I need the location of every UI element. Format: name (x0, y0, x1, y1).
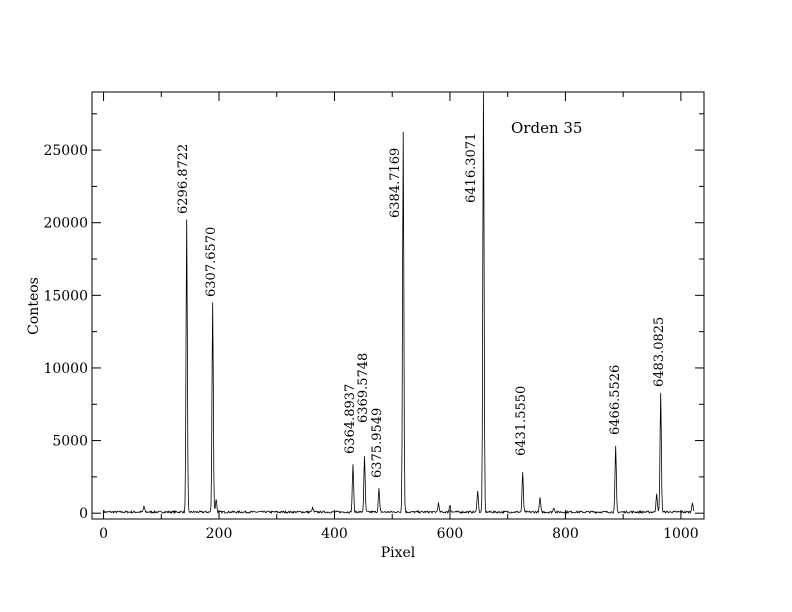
peak-label: 6364.8937 (343, 384, 358, 454)
peak-labels: 6296.8722 6307.6570 6364.89376369.57486375… (176, 133, 667, 478)
x-tick-label: 1000 (663, 526, 699, 542)
peak-label: 6466.5526 (608, 365, 623, 435)
peak-label: 6307.6570 (204, 227, 219, 297)
x-tick-label: 800 (552, 526, 579, 542)
y-tick-label: 0 (79, 506, 88, 522)
peak-label: 6483.0825 (652, 317, 667, 387)
y-tick-label: 10000 (43, 361, 88, 377)
x-tick-label: 400 (321, 526, 348, 542)
x-axis: 0 200 400 600 800 1000 (99, 92, 699, 542)
y-tick-label: 15000 (43, 288, 88, 304)
y-tick-label: 5000 (52, 434, 88, 450)
x-axis-label: Pixel (381, 545, 416, 561)
peak-label: 6384.7169 (388, 148, 403, 218)
peak-label: 6416.3071 (464, 133, 479, 203)
y-tick-label: 20000 (43, 216, 88, 232)
x-tick-label: 600 (437, 526, 464, 542)
y-axis: 0 5000 10000 15000 20000 25000 (43, 113, 704, 522)
order-annotation: Orden 35 (511, 119, 582, 137)
plot-frame (91, 91, 705, 520)
peak-label: 6431.5550 (514, 386, 529, 456)
peak-label: 6369.5748 (356, 353, 371, 423)
x-tick-label: 200 (206, 526, 233, 542)
spectrum-line (103, 91, 695, 515)
peak-label: 6296.8722 (176, 144, 191, 214)
x-tick-label: 0 (99, 526, 108, 542)
y-axis-label: Conteos (26, 277, 42, 335)
y-tick-label: 25000 (43, 143, 88, 159)
peak-label: 6375.9549 (370, 408, 385, 478)
